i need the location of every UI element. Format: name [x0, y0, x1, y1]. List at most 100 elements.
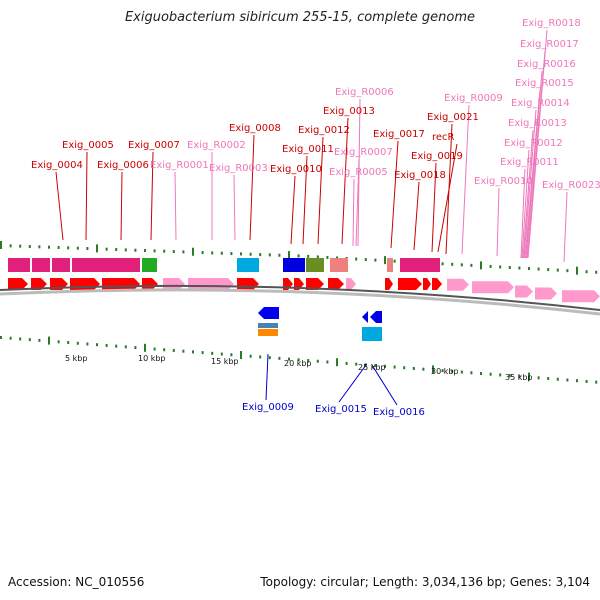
- gene-label: Exig_0021: [427, 112, 479, 123]
- tick-mark: [336, 358, 338, 367]
- tick-mark: [57, 246, 60, 250]
- tick-mark: [374, 364, 377, 368]
- feature-box: [258, 329, 278, 336]
- feature-arrow: [328, 278, 344, 290]
- tick-mark: [192, 247, 194, 256]
- label-connector: [461, 104, 470, 255]
- tick-mark: [211, 351, 214, 355]
- label-connector: [445, 123, 453, 255]
- feature-arrow: [346, 278, 356, 290]
- backbone-inner: [0, 288, 600, 316]
- tick-mark: [240, 252, 242, 256]
- tick-mark: [153, 249, 156, 253]
- tick-mark: [451, 369, 454, 373]
- feature-arrow: [515, 285, 533, 298]
- tick-mark: [556, 377, 559, 381]
- label-connector: [233, 174, 236, 241]
- tick-mark: [384, 256, 386, 265]
- tick-mark: [326, 360, 329, 364]
- tick-mark: [518, 374, 521, 378]
- tick-mark: [115, 344, 118, 348]
- tick-mark: [355, 257, 358, 261]
- gene-label: Exig_0010: [270, 164, 322, 175]
- gene-label: Exig_R0002: [187, 140, 246, 151]
- tick-mark: [38, 245, 41, 249]
- tick-mark: [134, 248, 137, 252]
- tick-mark: [48, 245, 50, 249]
- tick-mark: [441, 369, 444, 373]
- gene-label: Exig_0004: [31, 160, 83, 171]
- tick-mark: [268, 356, 271, 360]
- tick-mark: [278, 253, 281, 257]
- label-connectors: [55, 29, 568, 406]
- label-connector: [522, 129, 534, 259]
- tick-mark: [595, 380, 598, 384]
- gene-label: Exig_0006: [97, 160, 149, 171]
- tick-mark: [547, 377, 550, 381]
- gene-label: Exig_R0005: [329, 167, 388, 178]
- gene-label: Exig_0009: [242, 402, 294, 413]
- tick-mark: [547, 268, 550, 272]
- tick-mark: [566, 269, 569, 273]
- accession-label: Accession: NC_010556: [8, 575, 145, 589]
- feature-arrow: [306, 278, 324, 290]
- tick-mark: [460, 370, 463, 374]
- tick-mark: [105, 343, 108, 347]
- gene-label: recR: [432, 132, 455, 143]
- tick-row-bottom: [0, 336, 598, 384]
- gene-label: Exig_R0014: [511, 98, 570, 109]
- reverse-features: [258, 307, 382, 341]
- tick-mark: [172, 348, 175, 352]
- genome-summary: Topology: circular; Length: 3,034,136 bp…: [260, 575, 590, 589]
- label-connector: [265, 353, 269, 401]
- label-connector: [525, 70, 543, 259]
- tick-mark: [537, 376, 540, 380]
- scale-labels: 5 kbp 10 kbp 15 kbp 20 kbp 25 kbp 30 kbp 35 kb…: [65, 354, 533, 382]
- label-connector: [357, 98, 361, 247]
- feature-boxes: [8, 258, 440, 272]
- tick-mark: [96, 244, 98, 253]
- label-connector: [120, 171, 123, 241]
- tick-mark: [19, 244, 22, 248]
- tick-mark: [316, 255, 319, 259]
- feature-box: [100, 258, 140, 272]
- tick-mark: [86, 342, 89, 346]
- tick-mark: [297, 358, 300, 362]
- tick-mark: [96, 343, 98, 347]
- gene-label: Exig_R0007: [334, 147, 393, 158]
- tick-mark: [172, 250, 175, 254]
- feature-arrow: [535, 287, 557, 300]
- gene-label: Exig_R0001: [150, 160, 209, 171]
- tick-mark: [38, 338, 41, 342]
- tick-mark: [144, 343, 146, 352]
- scale-label: 5 kbp: [65, 354, 87, 363]
- gene-label: Exig_R0018: [522, 18, 581, 29]
- tick-mark: [470, 263, 473, 267]
- label-connector: [249, 134, 255, 241]
- map-title: Exiguobacterium sibiricum 255-15, comple…: [124, 10, 476, 25]
- tick-mark: [201, 351, 204, 355]
- tick-mark: [249, 354, 252, 358]
- tick-mark: [268, 253, 271, 257]
- tick-mark: [480, 261, 482, 270]
- tick-mark: [460, 263, 463, 267]
- gene-label: Exig_0013: [323, 106, 375, 117]
- tick-mark: [182, 349, 185, 353]
- label-connector: [85, 151, 88, 241]
- tick-mark: [364, 258, 367, 262]
- tick-mark: [144, 249, 146, 253]
- tick-mark: [163, 249, 166, 253]
- tick-mark: [220, 352, 223, 356]
- tick-mark: [508, 265, 511, 269]
- tick-mark: [393, 259, 396, 263]
- label-connector: [437, 143, 458, 253]
- tick-mark: [585, 270, 588, 274]
- tick-mark: [307, 254, 310, 258]
- label-connector: [521, 149, 530, 259]
- gene-label: Exig_R0011: [500, 157, 559, 168]
- tick-mark: [19, 337, 22, 341]
- tick-mark: [393, 365, 396, 369]
- tick-mark: [326, 255, 329, 259]
- tick-mark: [28, 338, 31, 342]
- scale-label: 20 kbp: [284, 359, 312, 368]
